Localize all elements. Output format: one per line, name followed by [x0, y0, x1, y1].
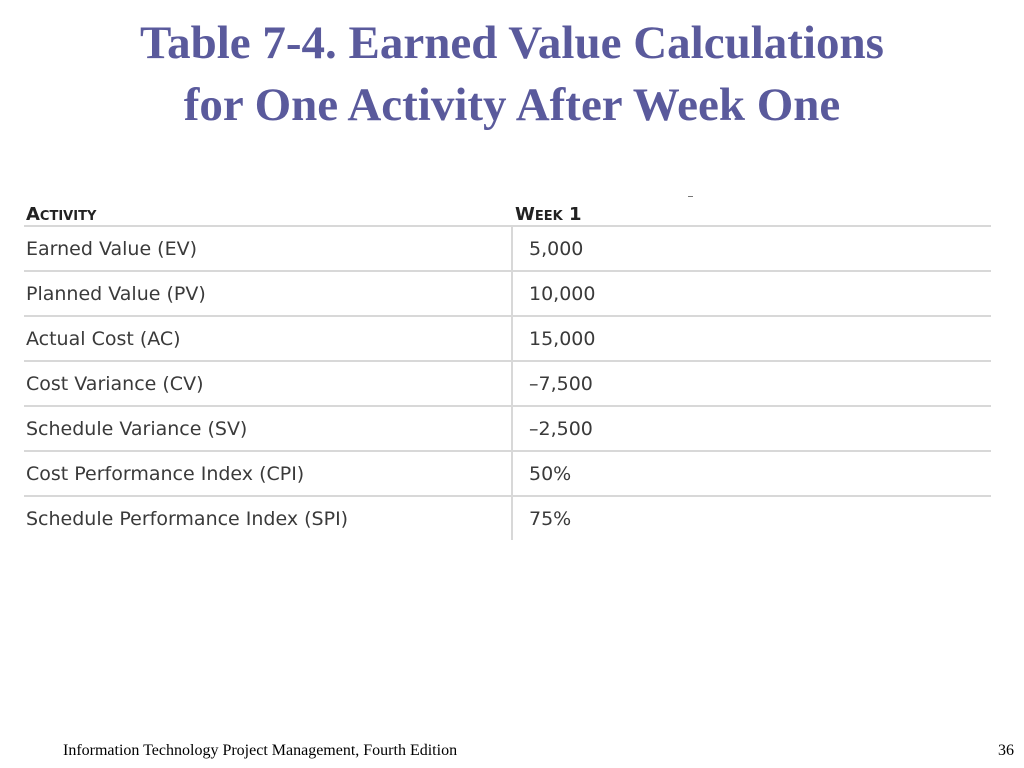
- row-label: Earned Value (EV): [24, 226, 512, 272]
- table-row: Schedule Variance (SV) –2,500: [24, 406, 991, 452]
- page-number: 36: [998, 742, 1014, 759]
- header-week-1: Week 1: [512, 198, 991, 227]
- row-value: 75%: [511, 496, 991, 540]
- header-activity: Activity: [24, 198, 512, 227]
- row-value: 5,000: [511, 226, 991, 272]
- row-value: 10,000: [511, 271, 991, 317]
- table-row: Earned Value (EV) 5,000: [24, 226, 991, 272]
- row-label: Cost Performance Index (CPI): [24, 451, 512, 497]
- slide-title: Table 7-4. Earned Value Calculations for…: [0, 12, 1024, 136]
- slide-title-line-1: Table 7-4. Earned Value Calculations: [140, 17, 884, 69]
- earned-value-table: Activity Week 1 Earned Value (EV) 5,000 …: [24, 198, 991, 540]
- table-row: Planned Value (PV) 10,000: [24, 271, 991, 317]
- row-value: –7,500: [511, 361, 991, 407]
- table-row: Actual Cost (AC) 15,000: [24, 316, 991, 362]
- row-label: Planned Value (PV): [24, 271, 512, 317]
- footer-text: Information Technology Project Managemen…: [63, 742, 458, 759]
- row-value: 50%: [511, 451, 991, 497]
- row-label: Schedule Variance (SV): [24, 406, 512, 452]
- slide-title-line-2: for One Activity After Week One: [183, 79, 841, 131]
- row-label: Schedule Performance Index (SPI): [26, 507, 349, 530]
- table-header-row: Activity Week 1: [24, 198, 991, 227]
- row-value: –2,500: [511, 406, 991, 452]
- row-value: 15,000: [511, 316, 991, 362]
- table-row: Cost Performance Index (CPI) 50%: [24, 451, 991, 497]
- stray-mark: [688, 196, 693, 197]
- row-label: Cost Variance (CV): [24, 361, 512, 407]
- table-row: Cost Variance (CV) –7,500: [24, 361, 991, 407]
- row-label: Actual Cost (AC): [24, 316, 512, 362]
- table-row: Schedule Performance Index (SPI) 75%: [24, 496, 991, 540]
- earned-value-table-container: Activity Week 1 Earned Value (EV) 5,000 …: [24, 198, 991, 540]
